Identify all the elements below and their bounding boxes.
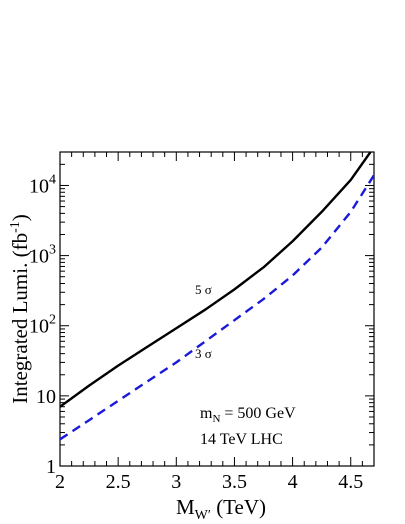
x-tick-label: 4 (288, 471, 298, 493)
annotation-neutrino-mass: mN = 500 GeV (200, 405, 296, 425)
x-axis-label-main: M (176, 495, 195, 519)
y-axis-label-superscript: -1 (8, 221, 23, 233)
annotation-collider: 14 TeV LHC (200, 431, 283, 448)
y-axis-label-main: Integrated Lumi. (fb (8, 233, 32, 404)
x-tick-label: 3.5 (222, 471, 247, 493)
x-axis-ticks: 2 2.5 3 3.5 4 4.5 (55, 152, 375, 493)
x-axis-label-unit: (TeV) (211, 495, 266, 519)
series-layer (60, 152, 374, 441)
series-line-3-sigma (60, 174, 374, 441)
plot-area-frame (59, 151, 375, 467)
y-axis-label: Integrated Lumi. (fb-1) (8, 214, 32, 404)
y-axis-ticks: 1 10 102 103 104 (29, 151, 374, 478)
y-tick-label: 1 (46, 456, 56, 478)
annotation-mass-subscript: N (212, 413, 220, 425)
series-label-5-sigma: 5 σ (195, 282, 212, 297)
y-tick-label: 103 (29, 243, 56, 268)
y-tick-label: 102 (29, 313, 56, 338)
x-tick-label: 2 (55, 471, 65, 493)
y-tick-label: 104 (29, 172, 56, 197)
x-tick-label: 2.5 (106, 471, 131, 493)
y-tick-label: 10 (36, 386, 56, 408)
x-axis-label-subscript: W′ (195, 508, 211, 523)
annotation-mass-symbol: m (200, 405, 213, 422)
plot-frame (59, 151, 375, 467)
x-tick-label: 3 (171, 471, 181, 493)
x-axis-label: MW′ (TeV) (176, 495, 266, 523)
y-axis-label-close: ) (8, 214, 32, 221)
annotation-mass-value: = 500 GeV (220, 405, 296, 422)
series-line-5-sigma (60, 152, 372, 408)
series-label-3-sigma: 3 σ (195, 346, 212, 361)
x-tick-label: 4.5 (338, 471, 363, 493)
